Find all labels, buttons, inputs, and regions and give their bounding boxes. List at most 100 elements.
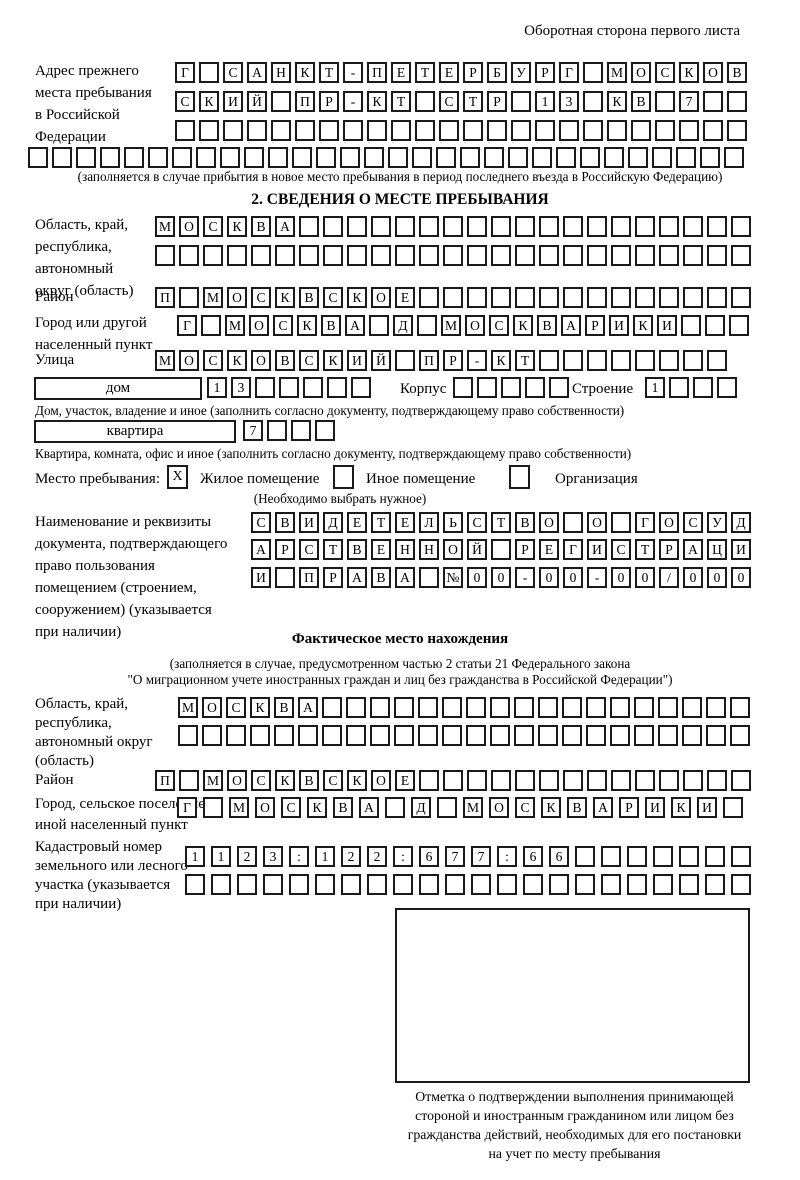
label-line: гражданства действий, необходимых для ег… — [407, 1127, 742, 1142]
char-box — [267, 420, 287, 441]
prev-address-row-4 — [28, 147, 744, 168]
char-box: В — [299, 770, 319, 791]
char-box: О — [202, 697, 222, 718]
char-box: А — [359, 797, 379, 818]
char-box — [683, 245, 703, 266]
char-box: В — [333, 797, 353, 818]
checkbox-organization — [509, 465, 530, 489]
char-box: 0 — [635, 567, 655, 588]
label-line: иной населенный пункт — [35, 817, 188, 833]
char-box: А — [247, 62, 267, 83]
char-box — [634, 697, 654, 718]
char-box — [730, 725, 750, 746]
apartment-type-box: квартира — [34, 420, 236, 443]
char-box: А — [347, 567, 367, 588]
char-box: К — [227, 216, 247, 237]
label-line: помещением (строением, — [35, 580, 197, 596]
char-box: В — [299, 287, 319, 308]
registration-stamp-box — [395, 908, 750, 1083]
char-box — [703, 91, 723, 112]
label-line: при наличии) — [35, 624, 122, 640]
char-box: О — [489, 797, 509, 818]
char-box — [707, 245, 727, 266]
char-box — [268, 147, 288, 168]
option-residential-label: Жилое помещение — [200, 471, 320, 487]
char-box — [279, 377, 299, 398]
char-box — [445, 874, 465, 895]
char-box — [460, 147, 480, 168]
char-box: И — [657, 315, 677, 336]
char-box — [538, 725, 558, 746]
char-box: 3 — [263, 846, 283, 867]
char-box — [251, 245, 271, 266]
char-box — [659, 216, 679, 237]
char-box: В — [727, 62, 747, 83]
char-box — [199, 120, 219, 141]
char-box — [395, 350, 415, 371]
char-box: К — [199, 91, 219, 112]
char-box — [659, 350, 679, 371]
char-box — [679, 120, 699, 141]
char-box — [635, 770, 655, 791]
label-line: Город или другой — [35, 315, 147, 331]
char-box: Т — [635, 539, 655, 560]
char-box: И — [251, 567, 271, 588]
stay-type-label: Место пребывания: — [35, 471, 160, 487]
char-box — [700, 147, 720, 168]
char-box: К — [307, 797, 327, 818]
char-box: С — [489, 315, 509, 336]
char-box: А — [251, 539, 271, 560]
char-box — [471, 874, 491, 895]
char-box: А — [298, 697, 318, 718]
char-box: 1 — [185, 846, 205, 867]
char-box — [185, 874, 205, 895]
char-box — [731, 874, 751, 895]
char-box — [705, 846, 725, 867]
char-box — [298, 725, 318, 746]
char-box: М — [203, 287, 223, 308]
label-line: участка (указывается — [35, 877, 171, 893]
char-box — [681, 315, 701, 336]
char-box: В — [275, 512, 295, 533]
char-box — [419, 287, 439, 308]
char-box — [575, 874, 595, 895]
char-box — [707, 287, 727, 308]
district-label: Район — [35, 289, 74, 305]
char-box — [563, 287, 583, 308]
char-box — [203, 245, 223, 266]
char-box — [274, 725, 294, 746]
char-box — [659, 770, 679, 791]
char-box: Г — [635, 512, 655, 533]
char-box — [604, 147, 624, 168]
stroenie-row: 1 — [645, 377, 737, 398]
char-box — [178, 725, 198, 746]
char-box — [497, 874, 517, 895]
char-box — [443, 770, 463, 791]
label-line: Федерации — [35, 129, 106, 145]
char-box: В — [347, 539, 367, 560]
char-box: О — [465, 315, 485, 336]
char-box — [706, 697, 726, 718]
char-box: С — [299, 350, 319, 371]
label-line: населенный пункт — [35, 337, 153, 353]
char-box: В — [371, 567, 391, 588]
char-box: К — [491, 350, 511, 371]
stamp-caption: Отметка о подтверждении выполнения прини… — [382, 1087, 767, 1163]
char-box: С — [203, 216, 223, 237]
char-box: А — [593, 797, 613, 818]
char-box — [539, 245, 559, 266]
char-box — [490, 725, 510, 746]
char-box: С — [251, 770, 271, 791]
char-box — [388, 147, 408, 168]
header-note: Оборотная сторона первого листа — [524, 23, 740, 39]
char-box — [683, 350, 703, 371]
char-box: С — [655, 62, 675, 83]
char-box — [453, 377, 473, 398]
label-line: документа, подтверждающего — [35, 536, 228, 552]
char-box — [199, 62, 219, 83]
char-box — [635, 350, 655, 371]
char-box: О — [659, 512, 679, 533]
